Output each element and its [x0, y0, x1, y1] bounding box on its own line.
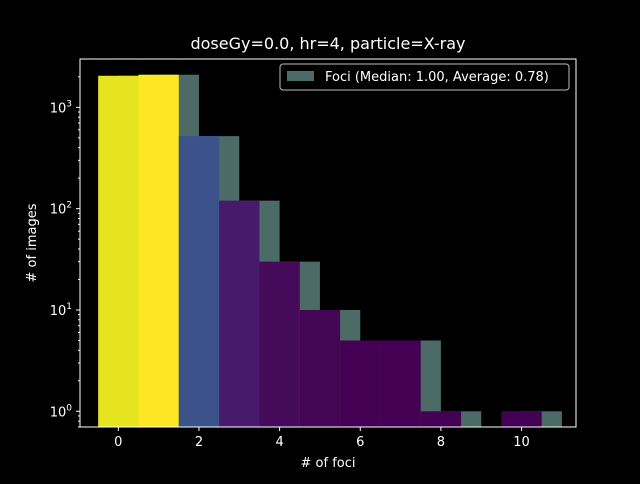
y-tick-label: 103 [50, 99, 72, 116]
x-tick-label: 8 [437, 435, 445, 450]
legend: Foci (Median: 1.00, Average: 0.78) [279, 63, 570, 91]
colored-bar [178, 136, 220, 427]
x-tick-label: 10 [513, 435, 530, 450]
colored-bars [98, 74, 542, 427]
colored-bar [340, 340, 381, 427]
y-axis-ticks: 100 101 102 103 [50, 76, 80, 428]
colored-bar [420, 411, 462, 427]
y-tick-label: 102 [50, 201, 72, 218]
legend-swatch [287, 71, 314, 81]
x-tick-label: 6 [356, 435, 364, 450]
chart-title: doseGy=0.0, hr=4, particle=X-ray [190, 34, 465, 53]
x-axis-ticks: 0 2 4 6 8 10 [114, 427, 530, 450]
colored-bar [299, 309, 341, 427]
y-tick-label: 100 [50, 403, 73, 420]
colored-bar [98, 75, 139, 427]
colored-bar [380, 340, 421, 427]
legend-box [279, 63, 570, 91]
x-tick-label: 4 [275, 435, 283, 450]
colored-bar [219, 200, 260, 427]
y-axis-label: # of images [25, 203, 40, 282]
axes-frame [79, 58, 577, 428]
colored-bar [259, 261, 300, 427]
colored-bar [138, 74, 179, 427]
colored-bar [501, 411, 542, 427]
legend-label: Foci (Median: 1.00, Average: 0.78) [325, 70, 549, 85]
x-tick-label: 0 [114, 435, 122, 450]
y-tick-label: 101 [50, 302, 72, 319]
x-axis-label: # of foci [301, 456, 356, 471]
x-tick-label: 2 [195, 435, 203, 450]
